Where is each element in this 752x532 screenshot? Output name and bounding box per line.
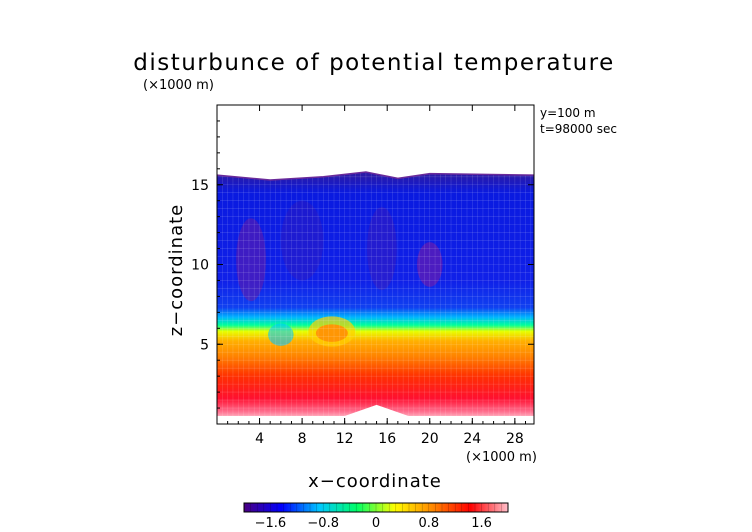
warm-blob-halo [308, 316, 356, 347]
mix-blob [268, 323, 294, 346]
x-tick-label: 12 [336, 431, 354, 447]
colorbar-tick-label: −1.6 [255, 516, 287, 531]
x-tick-label: 4 [255, 431, 264, 447]
colorbar-tick-label: −0.8 [307, 516, 339, 531]
colorbar-bar [243, 502, 509, 513]
y-tick-label: 10 [191, 258, 209, 274]
annotation-y: y=100 m [540, 106, 596, 120]
temperature-field [217, 171, 534, 417]
plot-area [216, 104, 535, 425]
x-tick-label: 20 [421, 431, 439, 447]
anomaly-center-left [280, 200, 324, 281]
colorbar-tick-label: 1.6 [471, 516, 492, 531]
y-tick-label: 15 [191, 178, 209, 194]
x-tick-label: 28 [506, 431, 524, 447]
annotation-t: t=98000 sec [540, 122, 617, 136]
y-axis-label: z−coordinate [166, 204, 187, 337]
x-axis-label: x−coordinate [308, 471, 442, 492]
x-tick-label: 16 [378, 431, 396, 447]
x-axis: 4 8 12 16 20 24 28 [227, 105, 526, 447]
colorbar-tick-label: 0.8 [418, 516, 439, 531]
anomaly-left [236, 218, 266, 302]
anomaly-right [416, 242, 443, 287]
chart-title: disturbunce of potential temperature [133, 50, 615, 76]
x-unit-label: (×1000 m) [466, 450, 537, 465]
x-tick-label: 8 [298, 431, 307, 447]
colorbar-tick-label: 0 [372, 516, 380, 531]
anomaly-center [366, 207, 397, 291]
colorbar: −1.6 −0.8 0 0.8 1.6 [243, 502, 509, 531]
y-axis: 5 10 15 [191, 120, 534, 409]
y-tick-label: 5 [200, 337, 209, 353]
x-tick-label: 24 [463, 431, 481, 447]
y-unit-label: (×1000 m) [143, 78, 214, 93]
